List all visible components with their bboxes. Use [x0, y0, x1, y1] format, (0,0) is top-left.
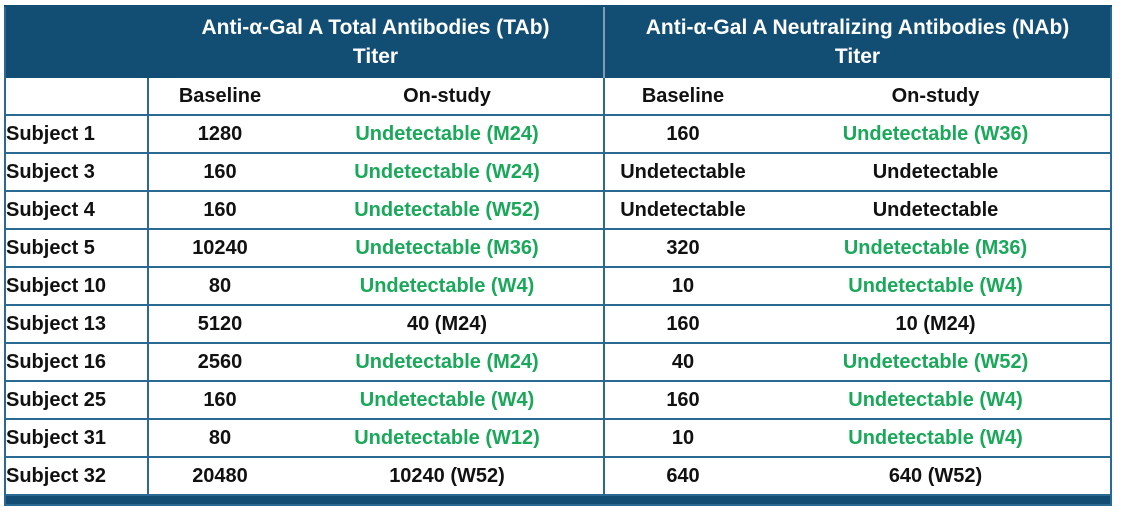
table-row: Subject 31 80 Undetectable (W12) 10 Unde…	[5, 419, 1111, 458]
nab-baseline-cell: 10	[603, 267, 761, 306]
nab-onstudy-cell: Undetectable (M36)	[761, 229, 1111, 268]
nab-baseline-cell: Undetectable	[603, 191, 761, 230]
tab-onstudy-cell: Undetectable (M36)	[291, 229, 604, 268]
tab-onstudy-cell: Undetectable (W12)	[291, 419, 604, 458]
nab-onstudy-cell: 640 (W52)	[761, 457, 1111, 496]
tab-baseline-cell: 10240	[148, 229, 291, 268]
nab-onstudy-cell: Undetectable (W52)	[761, 343, 1111, 382]
nab-baseline-cell: 320	[603, 229, 761, 268]
subject-label: Subject 3	[5, 153, 149, 192]
tab-onstudy-cell: Undetectable (M24)	[291, 115, 604, 154]
subject-label: Subject 4	[5, 191, 149, 230]
tab-onstudy-cell: Undetectable (W52)	[291, 191, 604, 230]
subject-label: Subject 1	[5, 115, 149, 154]
nab-baseline-cell: 160	[603, 115, 761, 154]
subject-label: Subject 16	[5, 343, 149, 382]
tab-onstudy-cell: 40 (M24)	[291, 305, 604, 344]
page: Anti-α-Gal A Total Antibodies (TAb) Tite…	[4, 5, 1112, 506]
tab-baseline-cell: 80	[148, 419, 291, 458]
nab-onstudy-header: On-study	[761, 78, 1111, 116]
nab-onstudy-cell: Undetectable (W4)	[761, 419, 1111, 458]
nab-onstudy-cell: Undetectable (W4)	[761, 381, 1111, 420]
nab-baseline-cell: 10	[603, 419, 761, 458]
tab-baseline-cell: 1280	[148, 115, 291, 154]
subject-label: Subject 10	[5, 267, 149, 306]
subject-label: Subject 25	[5, 381, 149, 420]
table-row: Subject 16 2560 Undetectable (M24) 40 Un…	[5, 343, 1111, 382]
nab-section-header: Anti-α-Gal A Neutralizing Antibodies (NA…	[603, 5, 1111, 78]
tab-onstudy-cell: Undetectable (W4)	[291, 267, 604, 306]
tab-onstudy-cell: 10240 (W52)	[291, 457, 604, 496]
nab-onstudy-cell: Undetectable (W4)	[761, 267, 1111, 306]
tab-baseline-cell: 80	[148, 267, 291, 306]
section-header-row: Anti-α-Gal A Total Antibodies (TAb) Tite…	[5, 5, 1111, 78]
nab-baseline-cell: Undetectable	[603, 153, 761, 192]
tab-baseline-cell: 2560	[148, 343, 291, 382]
nab-baseline-cell: 640	[603, 457, 761, 496]
table-row: Subject 3 160 Undetectable (W24) Undetec…	[5, 153, 1111, 192]
tab-baseline-cell: 5120	[148, 305, 291, 344]
subject-label: Subject 31	[5, 419, 149, 458]
table-row: Subject 25 160 Undetectable (W4) 160 Und…	[5, 381, 1111, 420]
tab-baseline-cell: 20480	[148, 457, 291, 496]
tab-onstudy-header: On-study	[291, 78, 604, 116]
subject-label: Subject 5	[5, 229, 149, 268]
nab-onstudy-cell: Undetectable (W36)	[761, 115, 1111, 154]
nab-baseline-cell: 40	[603, 343, 761, 382]
nab-baseline-header: Baseline	[603, 78, 761, 116]
tab-baseline-cell: 160	[148, 153, 291, 192]
nab-onstudy-cell: 10 (M24)	[761, 305, 1111, 344]
corner-cell	[5, 5, 148, 78]
nab-onstudy-cell: Undetectable	[761, 191, 1111, 230]
table-row: Subject 4 160 Undetectable (W52) Undetec…	[5, 191, 1111, 230]
column-header-row: Baseline On-study Baseline On-study	[5, 78, 1111, 116]
nab-onstudy-cell: Undetectable	[761, 153, 1111, 192]
bottom-bar	[5, 495, 1111, 505]
table-row: Subject 32 20480 10240 (W52) 640 640 (W5…	[5, 457, 1111, 496]
nab-baseline-cell: 160	[603, 305, 761, 344]
bottom-bar-row	[5, 495, 1111, 505]
nab-baseline-cell: 160	[603, 381, 761, 420]
tab-baseline-header: Baseline	[148, 78, 291, 116]
tab-baseline-cell: 160	[148, 381, 291, 420]
table-row: Subject 5 10240 Undetectable (M36) 320 U…	[5, 229, 1111, 268]
table-row: Subject 13 5120 40 (M24) 160 10 (M24)	[5, 305, 1111, 344]
table-row: Subject 10 80 Undetectable (W4) 10 Undet…	[5, 267, 1111, 306]
subject-label: Subject 32	[5, 457, 149, 496]
tab-baseline-cell: 160	[148, 191, 291, 230]
tab-onstudy-cell: Undetectable (W4)	[291, 381, 604, 420]
antibody-titer-table: Anti-α-Gal A Total Antibodies (TAb) Tite…	[4, 5, 1112, 506]
table-row: Subject 1 1280 Undetectable (M24) 160 Un…	[5, 115, 1111, 154]
subject-label: Subject 13	[5, 305, 149, 344]
tab-section-header: Anti-α-Gal A Total Antibodies (TAb) Tite…	[148, 5, 604, 78]
subject-header-cell	[5, 78, 149, 116]
tab-onstudy-cell: Undetectable (W24)	[291, 153, 604, 192]
tab-onstudy-cell: Undetectable (M24)	[291, 343, 604, 382]
